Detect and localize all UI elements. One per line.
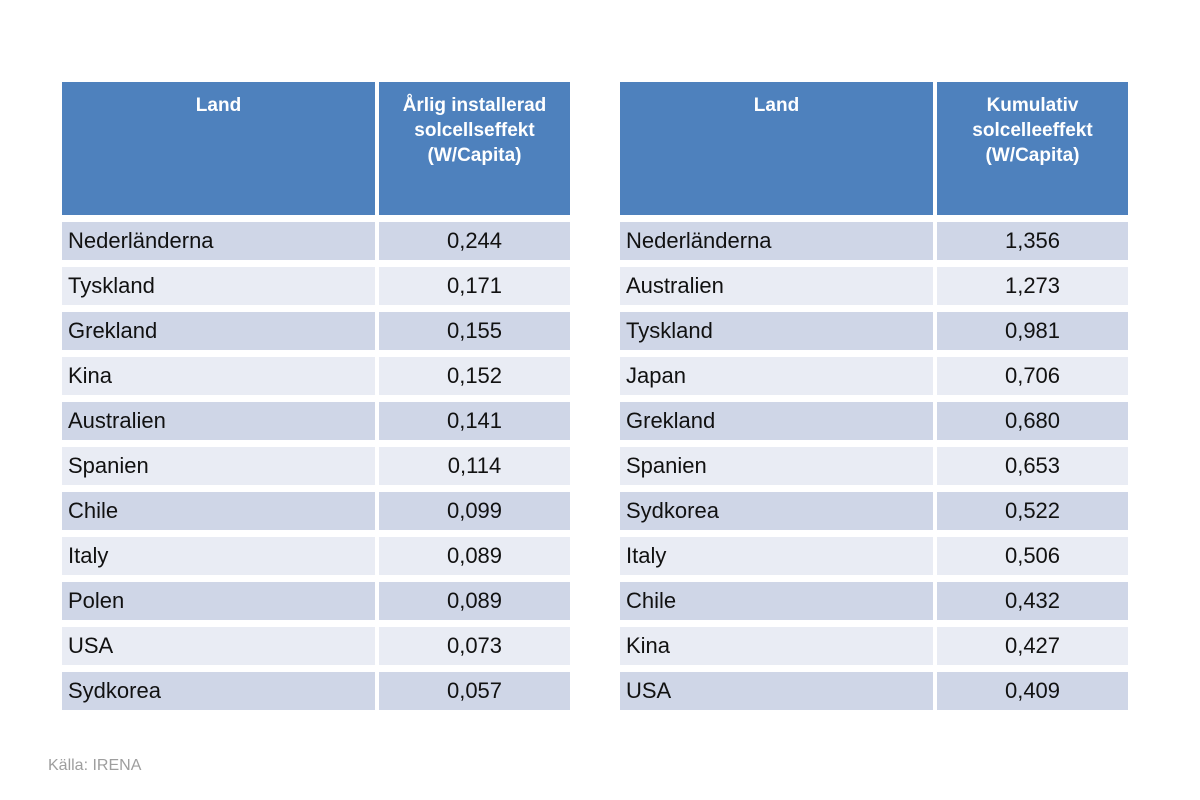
country-cell: USA <box>620 672 933 710</box>
table-row: Italy 0,089 <box>62 537 570 575</box>
table-row: Italy 0,506 <box>620 537 1128 575</box>
table-row: Chile 0,099 <box>62 492 570 530</box>
value-cell: 0,506 <box>937 537 1128 575</box>
country-cell: Grekland <box>620 402 933 440</box>
value-cell: 0,244 <box>379 222 570 260</box>
country-cell: Italy <box>620 537 933 575</box>
table-row: Spanien 0,653 <box>620 447 1128 485</box>
cumulative-table: Land Kumulativ solcelleeffekt (W/Capita)… <box>620 82 1128 710</box>
value-cell: 0,653 <box>937 447 1128 485</box>
country-cell: Grekland <box>62 312 375 350</box>
value-cell: 0,171 <box>379 267 570 305</box>
table-row: Japan 0,706 <box>620 357 1128 395</box>
value-cell: 0,706 <box>937 357 1128 395</box>
value-cell: 0,141 <box>379 402 570 440</box>
value-cell: 0,114 <box>379 447 570 485</box>
value-cell: 0,680 <box>937 402 1128 440</box>
table-row: Nederländerna 1,356 <box>620 222 1128 260</box>
table-row: Tyskland 0,981 <box>620 312 1128 350</box>
table-row: Spanien 0,114 <box>62 447 570 485</box>
country-cell: Japan <box>620 357 933 395</box>
table-row: Grekland 0,155 <box>62 312 570 350</box>
country-cell: Spanien <box>620 447 933 485</box>
table-row: USA 0,073 <box>62 627 570 665</box>
country-cell: Kina <box>62 357 375 395</box>
country-cell: Kina <box>620 627 933 665</box>
country-cell: Tyskland <box>620 312 933 350</box>
column-header-land: Land <box>620 82 933 215</box>
column-header-annual-value: Årlig installerad solcellseffekt (W/Capi… <box>379 82 570 215</box>
country-cell: Australien <box>620 267 933 305</box>
table-body: Nederländerna 1,356 Australien 1,273 Tysklan… <box>620 222 1128 710</box>
value-cell: 0,155 <box>379 312 570 350</box>
value-cell: 0,152 <box>379 357 570 395</box>
column-header-land: Land <box>62 82 375 215</box>
column-header-cumulative-value: Kumulativ solcelleeffekt (W/Capita) <box>937 82 1128 215</box>
value-cell: 0,057 <box>379 672 570 710</box>
value-cell: 1,356 <box>937 222 1128 260</box>
country-cell: Chile <box>62 492 375 530</box>
source-note: Källa: IRENA <box>48 757 142 774</box>
value-cell: 0,099 <box>379 492 570 530</box>
country-cell: Sydkorea <box>620 492 933 530</box>
country-cell: Italy <box>62 537 375 575</box>
table-row: Tyskland 0,171 <box>62 267 570 305</box>
value-cell: 0,427 <box>937 627 1128 665</box>
table-row: Chile 0,432 <box>620 582 1128 620</box>
value-cell: 0,089 <box>379 537 570 575</box>
country-cell: Polen <box>62 582 375 620</box>
table-row: Grekland 0,680 <box>620 402 1128 440</box>
country-cell: Spanien <box>62 447 375 485</box>
value-cell: 0,073 <box>379 627 570 665</box>
table-body: Nederländerna 0,244 Tyskland 0,171 Grekland 0… <box>62 222 570 710</box>
table-header-row: Land Årlig installerad solcellseffekt (W… <box>62 82 570 215</box>
value-cell: 1,273 <box>937 267 1128 305</box>
value-cell: 0,522 <box>937 492 1128 530</box>
table-row: Kina 0,427 <box>620 627 1128 665</box>
table-header-row: Land Kumulativ solcelleeffekt (W/Capita) <box>620 82 1128 215</box>
country-cell: USA <box>62 627 375 665</box>
value-cell: 0,981 <box>937 312 1128 350</box>
country-cell: Sydkorea <box>62 672 375 710</box>
country-cell: Chile <box>620 582 933 620</box>
table-row: Polen 0,089 <box>62 582 570 620</box>
table-row: Australien 1,273 <box>620 267 1128 305</box>
table-row: Sydkorea 0,057 <box>62 672 570 710</box>
country-cell: Nederländerna <box>620 222 933 260</box>
table-row: Sydkorea 0,522 <box>620 492 1128 530</box>
table-row: Kina 0,152 <box>62 357 570 395</box>
annual-installed-table: Land Årlig installerad solcellseffekt (W… <box>62 82 570 710</box>
value-cell: 0,089 <box>379 582 570 620</box>
table-row: USA 0,409 <box>620 672 1128 710</box>
table-row: Nederländerna 0,244 <box>62 222 570 260</box>
value-cell: 0,409 <box>937 672 1128 710</box>
country-cell: Nederländerna <box>62 222 375 260</box>
table-row: Australien 0,141 <box>62 402 570 440</box>
value-cell: 0,432 <box>937 582 1128 620</box>
country-cell: Tyskland <box>62 267 375 305</box>
country-cell: Australien <box>62 402 375 440</box>
